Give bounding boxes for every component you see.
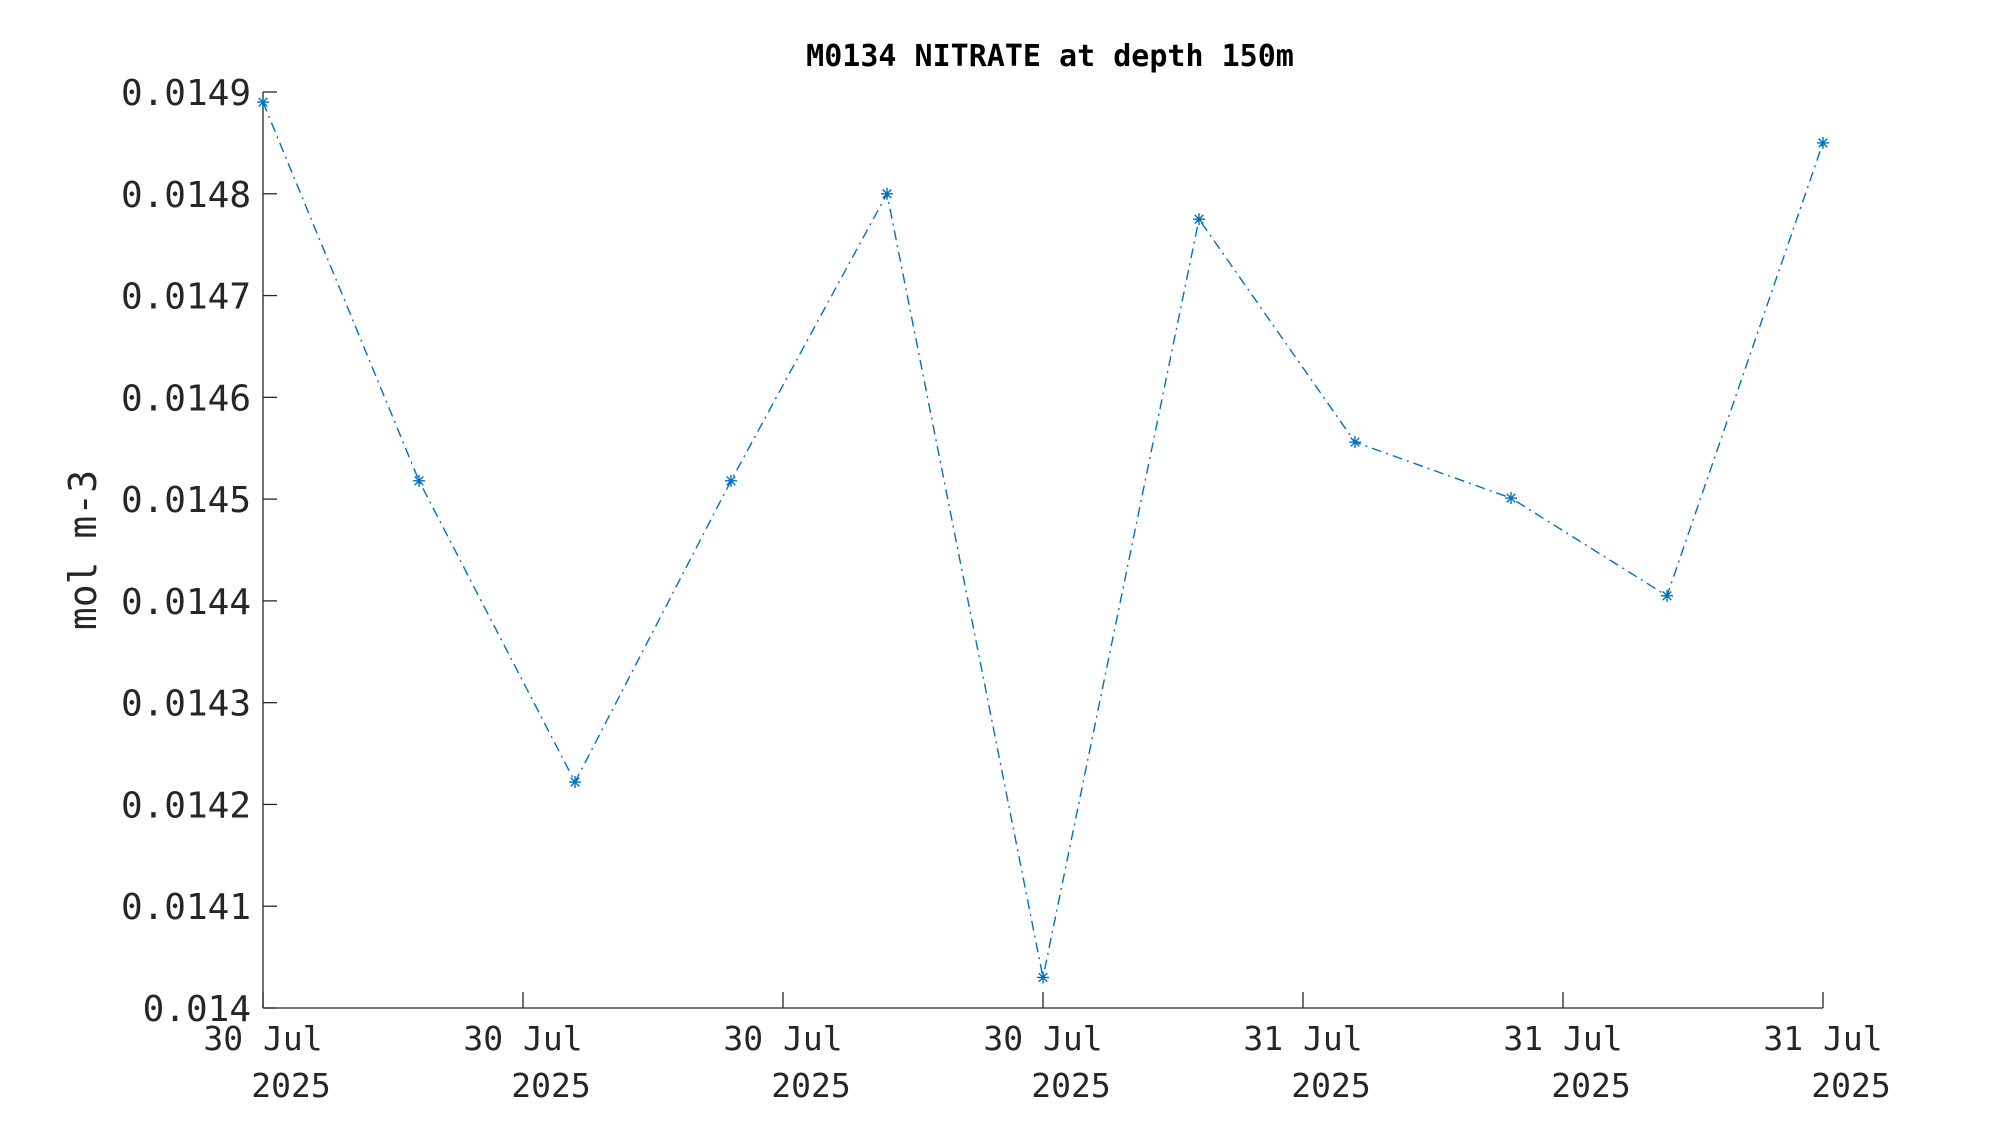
y-tick-label: 0.014 [143, 989, 251, 1030]
y-tick-label: 0.0143 [121, 684, 251, 725]
x-tick-label-date: 30 Jul [463, 1019, 582, 1058]
y-ticks: 0.014 0.0141 0.0142 0.0143 0.0144 0.0145 0.014… [121, 73, 277, 1030]
x-tick-label-date: 30 Jul [203, 1019, 322, 1058]
x-tick-label-date: 31 Jul [1243, 1019, 1362, 1058]
data-point [1037, 971, 1049, 984]
data-point [413, 474, 425, 487]
data-point [1193, 213, 1205, 226]
x-tick-label-year: 2025 [511, 1066, 590, 1105]
x-tick-label-year: 2025 [771, 1066, 850, 1105]
x-tick-label-year: 2025 [1291, 1066, 1370, 1105]
data-point [1349, 436, 1361, 449]
x-tick-label-year: 2025 [1811, 1066, 1890, 1105]
x-ticks: 30 Jul 2025 30 Jul 2025 30 Jul 2025 30 Jul 2025… [203, 992, 1891, 1105]
x-tick-label-date: 31 Jul [1763, 1019, 1882, 1058]
y-tick-label: 0.0141 [121, 887, 251, 928]
chart-title: M0134 NITRATE at depth 150m [806, 39, 1294, 74]
data-point [1661, 589, 1673, 602]
data-point [257, 96, 269, 109]
y-tick-label: 0.0142 [121, 785, 251, 826]
x-tick-label-year: 2025 [251, 1066, 330, 1105]
data-point [881, 187, 893, 200]
y-tick-label: 0.0145 [121, 480, 251, 521]
axes [262, 92, 1823, 1009]
data-point [725, 474, 737, 487]
series-line [262, 101, 1824, 978]
x-tick-label-year: 2025 [1551, 1066, 1630, 1105]
x-tick-label-year: 2025 [1031, 1066, 1110, 1105]
data-point [569, 776, 581, 789]
data-point [1817, 136, 1829, 149]
y-tick-label: 0.0144 [121, 582, 251, 623]
y-axis-label: mol m-3 [61, 470, 105, 630]
x-tick-label-date: 31 Jul [1503, 1019, 1622, 1058]
series [257, 96, 1829, 984]
y-tick-label: 0.0146 [121, 378, 251, 419]
y-tick-label: 0.0147 [121, 277, 251, 318]
data-point [1505, 492, 1517, 505]
y-tick-label: 0.0149 [121, 73, 251, 114]
x-tick-label-date: 30 Jul [983, 1019, 1102, 1058]
y-tick-label: 0.0148 [121, 175, 251, 216]
x-tick-label-date: 30 Jul [723, 1019, 842, 1058]
